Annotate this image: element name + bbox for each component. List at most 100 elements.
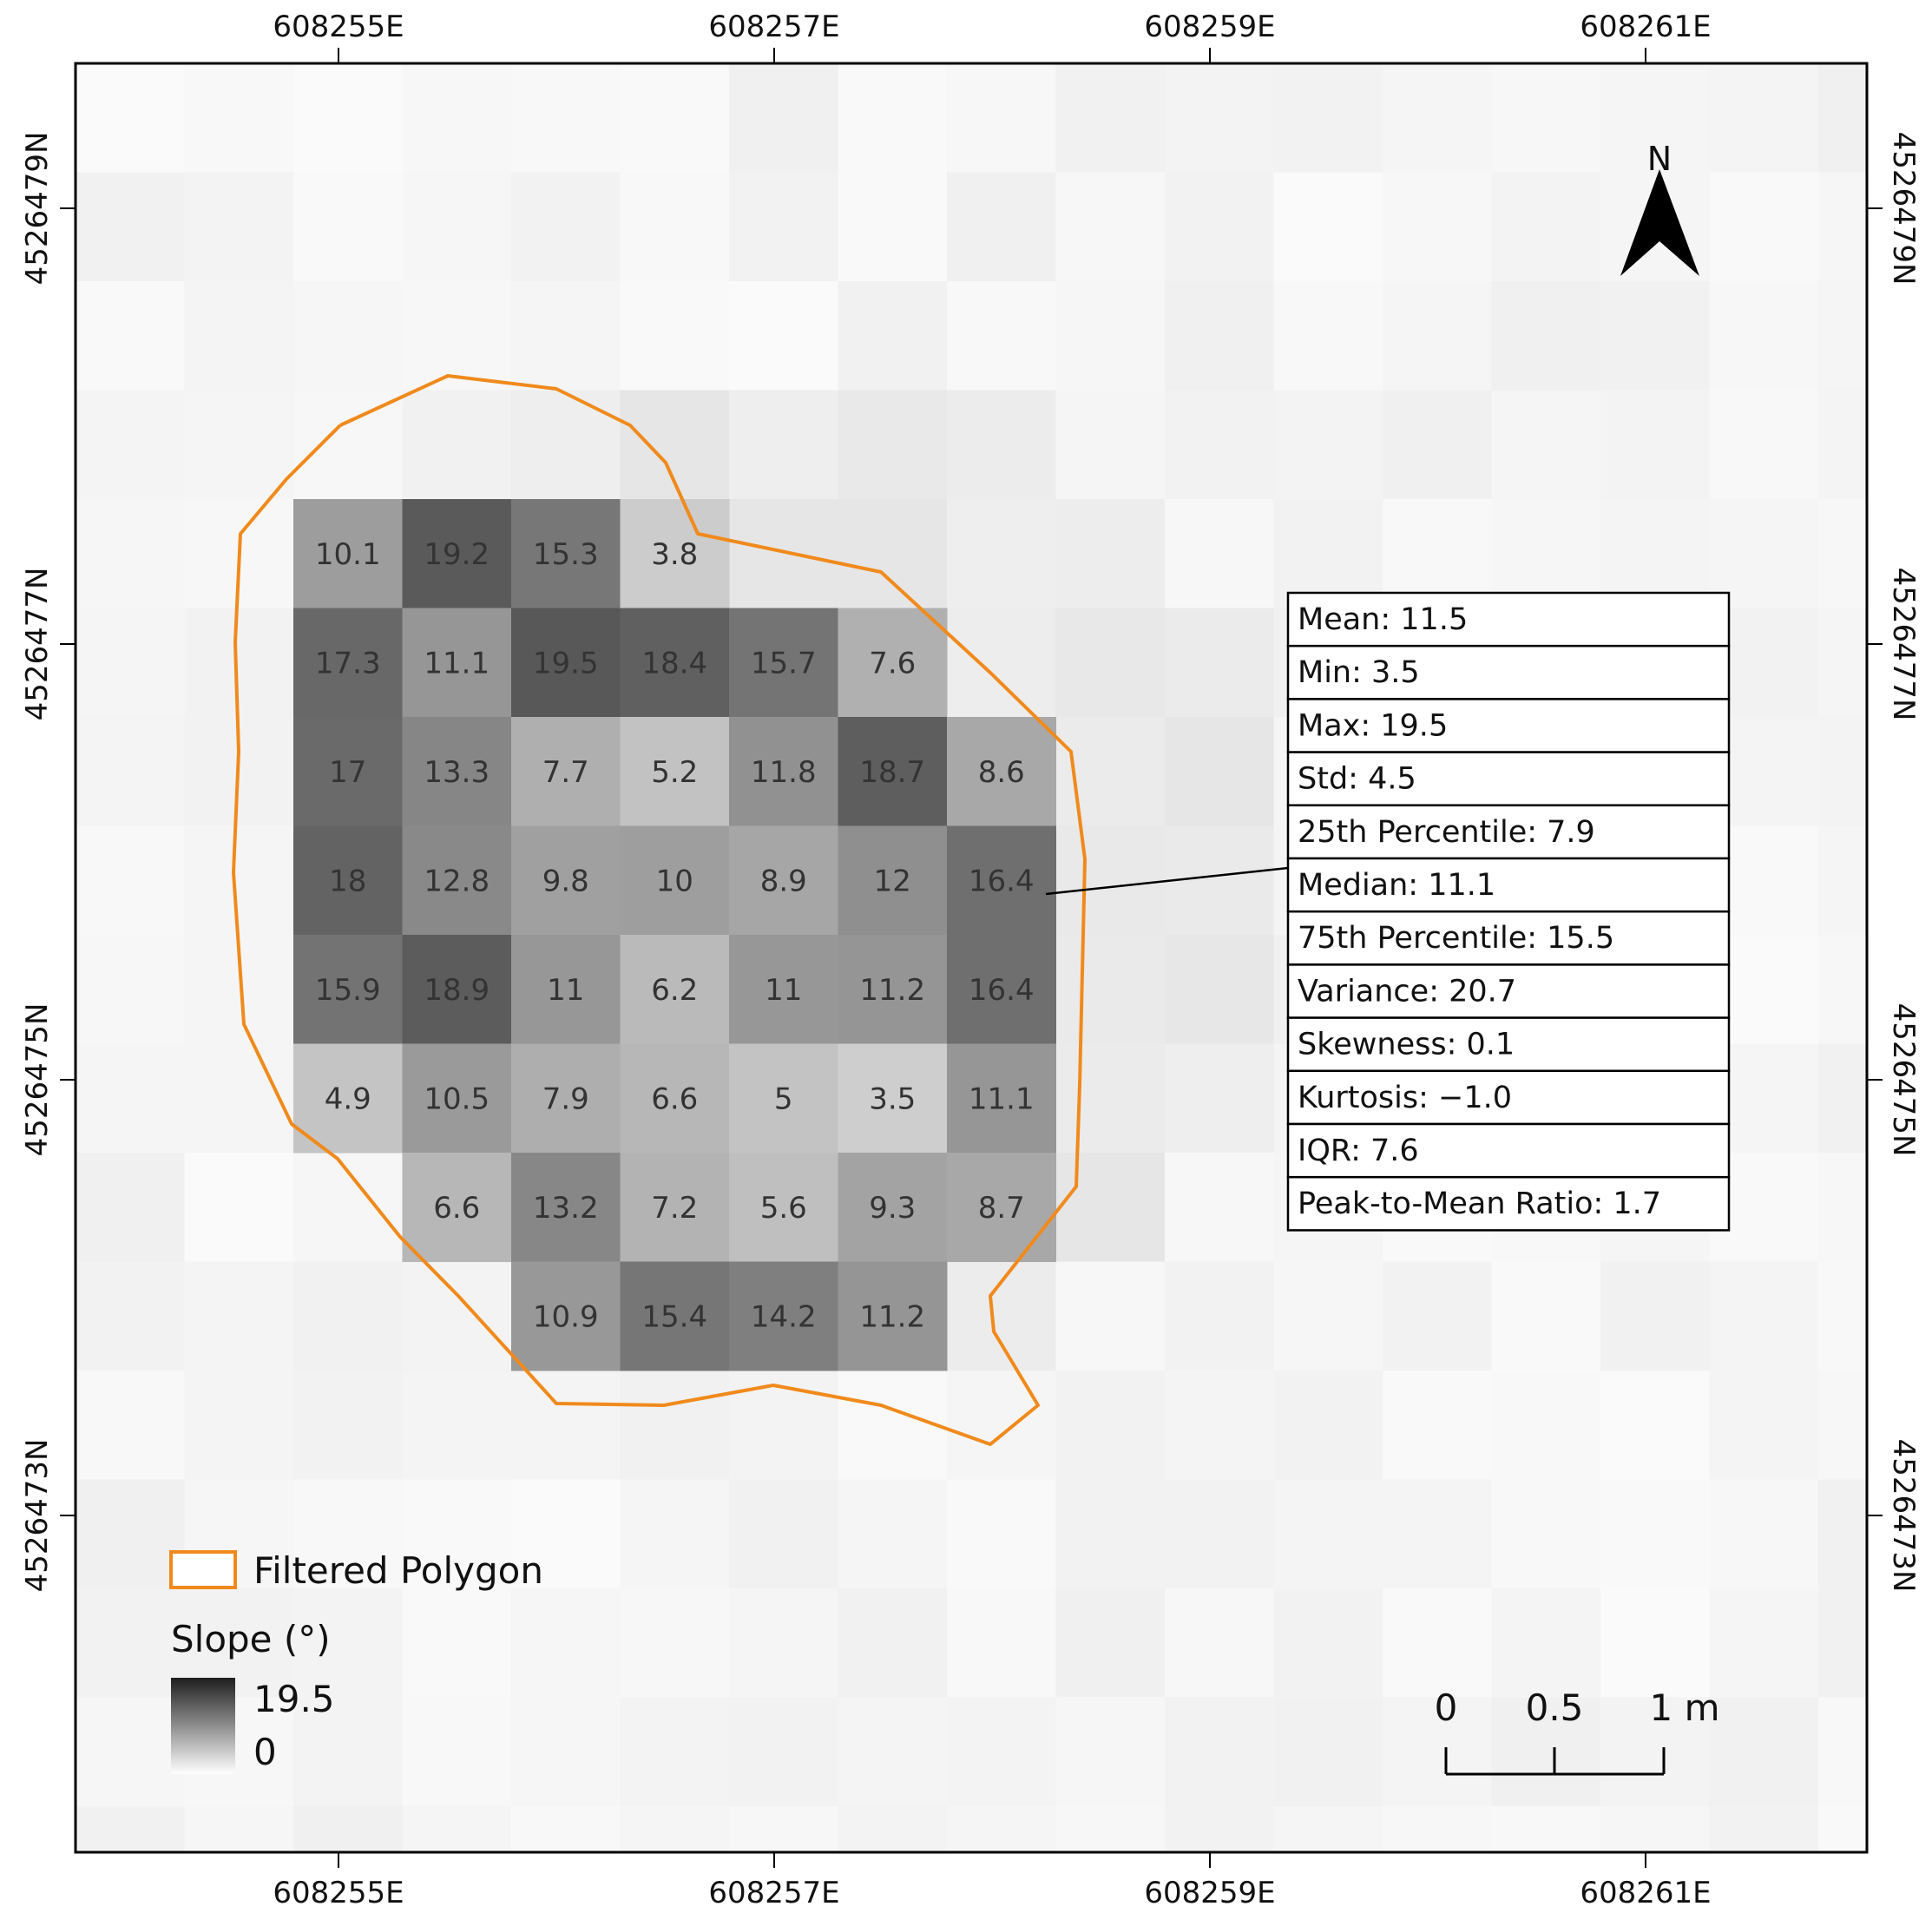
stats-row-label: Median: 11.1 <box>1298 868 1495 903</box>
raster-background-cell <box>838 390 948 500</box>
raster-background-cell <box>293 1806 403 1852</box>
stats-row <box>1286 1069 1731 1126</box>
raster-background-cell <box>511 390 621 500</box>
slope-cell-value: 11.2 <box>859 973 925 1008</box>
slope-cell-value: 15.4 <box>641 1299 707 1334</box>
slope-cell <box>293 825 403 936</box>
slope-cell-value: 16.4 <box>969 973 1035 1008</box>
raster-background-cell <box>620 1479 730 1589</box>
raster-background-cell <box>1055 1261 1166 1371</box>
raster-background-cell <box>1818 1697 1867 1807</box>
stats-row-label: Mean: 11.5 <box>1298 602 1468 637</box>
slope-cell <box>402 1043 512 1154</box>
raster-background-cell <box>1491 1588 1601 1698</box>
easting-label-top: 608261E <box>1580 10 1711 44</box>
raster-background-cell <box>1818 717 1867 826</box>
raster-background-cell <box>293 1371 403 1480</box>
raster-background-cell <box>1165 1371 1274 1480</box>
raster-background-cell <box>1055 63 1166 173</box>
slope-cell-value: 11.8 <box>751 755 817 790</box>
raster-cells: 10.1 19.2 15.3 3.8 17.3 11.1 19.5 18.4 15.7 7.6 17… <box>293 499 1056 1371</box>
raster-background-cell <box>1818 499 1867 608</box>
raster-background-cell <box>1383 1371 1492 1480</box>
slope-cell <box>620 825 730 936</box>
raster-background-cell <box>1818 608 1867 718</box>
raster-background-cell <box>1709 1261 1819 1371</box>
slope-cell-value: 8.7 <box>978 1191 1025 1226</box>
slope-cell-value: 13.2 <box>533 1191 599 1226</box>
stats-row-label: Skewness: 0.1 <box>1298 1028 1515 1062</box>
slope-cell <box>402 1153 512 1262</box>
raster-background-cell <box>1165 172 1274 282</box>
raster-background-cell <box>838 1588 948 1698</box>
raster-background-cell <box>1491 1697 1601 1807</box>
slope-cell-value: 18 <box>329 864 366 898</box>
raster-background-cell <box>1383 1261 1492 1371</box>
slope-cell <box>511 825 621 936</box>
raster-background-cell <box>1600 1479 1710 1589</box>
raster-background-cell <box>1273 1588 1383 1698</box>
slope-cell-value: 16.4 <box>969 864 1035 898</box>
filtered-polygon[interactable] <box>232 374 1087 1446</box>
raster-background-cell <box>76 63 185 173</box>
slope-cell-value: 15.3 <box>533 537 599 572</box>
raster-background-cell <box>76 1261 185 1371</box>
raster-background-cell <box>184 172 294 282</box>
slope-cell <box>620 935 730 1044</box>
raster-background-cell <box>511 1479 621 1589</box>
slope-cell <box>729 1153 838 1262</box>
legend: Filtered Polygon Slope (°) 19.5 0 <box>169 1549 543 1774</box>
slope-cell-value: 6.2 <box>651 973 698 1008</box>
raster-background-cell <box>620 63 730 173</box>
slope-cell-value: 19.5 <box>533 646 599 680</box>
raster-background-cell <box>1709 1371 1819 1480</box>
raster-background-cell <box>402 1261 512 1371</box>
raster-background-cell <box>729 1806 838 1852</box>
raster-background-cell <box>1709 1479 1819 1589</box>
raster-background-cell <box>184 1153 294 1262</box>
raster-background-cell <box>76 1806 185 1852</box>
slope-cell-value: 12.8 <box>424 864 490 898</box>
raster-background-cell <box>947 1588 1056 1698</box>
raster-background-cell <box>838 499 948 608</box>
raster-background-cell <box>184 281 294 391</box>
raster-background-cell <box>76 1588 185 1698</box>
raster-background-cell <box>1165 1588 1274 1698</box>
slope-cell <box>838 1043 948 1154</box>
slope-legend-max: 19.5 <box>253 1678 335 1720</box>
raster-background-cell <box>1491 499 1601 608</box>
map-frame <box>74 62 1869 1854</box>
raster-background-cell <box>1709 1806 1819 1852</box>
slope-cell-value: 17 <box>329 755 366 790</box>
raster-background-cell <box>1600 63 1710 173</box>
raster-background-cell <box>1600 281 1710 391</box>
raster-background-cell <box>1600 390 1710 500</box>
slope-legend-min: 0 <box>253 1731 277 1773</box>
raster-background-cell <box>1491 63 1601 173</box>
raster-background-cell <box>1273 1697 1383 1807</box>
slope-cell-value: 8.9 <box>760 864 807 898</box>
slope-cell-value: 10.9 <box>533 1299 599 1334</box>
easting-label-top: 608255E <box>273 10 404 44</box>
easting-label-bottom: 608261E <box>1580 1876 1711 1910</box>
raster-background-cell <box>1273 1806 1383 1852</box>
raster-background-cell <box>620 281 730 391</box>
raster-background-cell <box>838 281 948 391</box>
raster-background-cell <box>1055 1697 1166 1807</box>
raster-background-cell <box>947 1806 1056 1852</box>
raster-background-cell <box>1165 1806 1274 1852</box>
slope-cell-value: 4.9 <box>325 1081 371 1116</box>
slope-cell-value: 11 <box>547 973 584 1008</box>
raster-background-cell <box>1491 390 1601 500</box>
stats-row-label: Min: 3.5 <box>1298 655 1420 690</box>
raster-background-cell <box>76 825 185 936</box>
raster-background-cell <box>947 390 1056 500</box>
raster-background-cell <box>1055 281 1166 391</box>
slope-cell-value: 3.5 <box>869 1081 916 1116</box>
raster-background-cell <box>76 1043 185 1154</box>
raster-background-cell <box>402 1697 512 1807</box>
raster-background-cell <box>511 281 621 391</box>
raster-background-cell <box>1165 935 1274 1044</box>
slope-cell <box>729 608 838 718</box>
slope-cell <box>402 825 512 936</box>
